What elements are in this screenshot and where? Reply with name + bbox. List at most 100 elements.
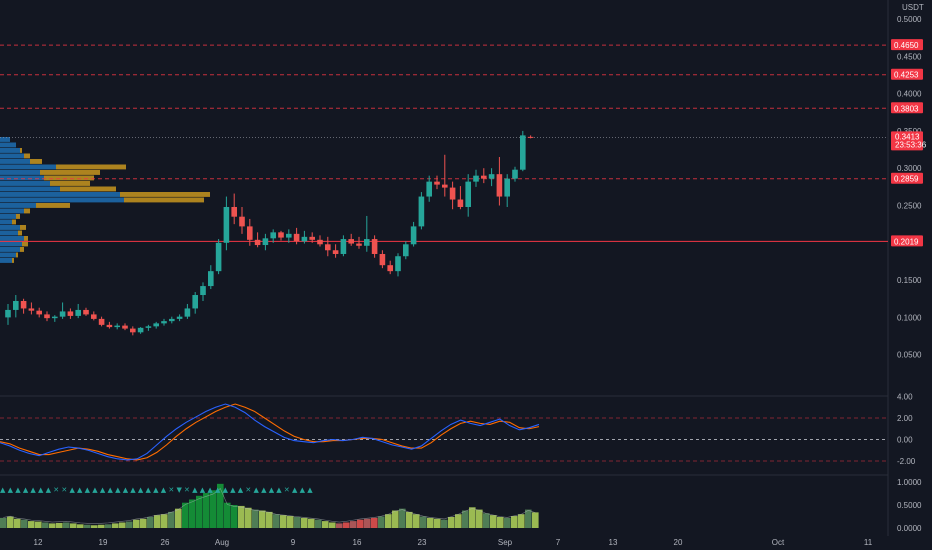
volume-profile-bar-down [16,214,20,219]
volume-profile-bar-up [0,170,40,175]
volume-profile-bar-up [0,203,36,208]
price-level-tag-text: 0.2859 [894,175,919,184]
time-tick-label: 16 [353,538,362,547]
price-tags: 0.4650 0.4253 0.3803 0.2859 0.2019 [891,39,923,247]
oscillator-tick-label: 0.00 [897,436,913,445]
histogram-bar [203,493,210,528]
volume-profile-bar-up [0,247,20,252]
candle-body [215,242,222,272]
time-tick-label: Sep [498,538,513,547]
histogram-bar [483,513,490,528]
price-level-lines[interactable] [0,44,888,242]
histogram-bar [231,505,238,528]
histogram-bar [105,524,112,528]
candle-body [465,181,471,207]
histogram-bar [322,521,329,528]
price-tick-label: 0.1500 [897,276,922,285]
histogram-bar [336,523,343,528]
candle-body [36,310,42,315]
volume-profile-bar-down [24,236,28,241]
candle-body [371,239,378,254]
candle-body [247,226,253,240]
histogram-bar [266,511,273,528]
histogram-bar [371,517,378,528]
histogram-bar [42,522,49,528]
volume-profile-bar-up [0,153,24,159]
time-axis[interactable]: 12 19 26 Aug 9 16 23 Sep 7 13 20 Oct 11 [34,538,873,547]
histogram-tick-label: 1.0000 [897,478,922,487]
volume-profile-bar-down [24,153,30,159]
histogram-bar [259,510,266,528]
price-axis[interactable]: 0.50000.45000.40000.35000.30000.25000.20… [897,15,922,533]
histogram-bar [126,521,133,528]
candle-body [449,187,456,200]
volume-profile-bar-up [0,142,16,148]
price-level-tag [891,235,923,247]
price-level-tag-text: 0.3803 [894,104,919,113]
candle-body [332,250,339,254]
time-tick-label: 7 [556,538,561,547]
histogram-bar [56,522,63,528]
oscillator-tick-label: -2.00 [897,457,916,466]
volume-profile-bar-up [0,252,16,258]
volume-profile-bar-down [30,159,42,164]
oscillator-tick-label: 2.00 [897,414,913,423]
volume-profile-bar-down [50,181,90,186]
price-level-tag [891,102,923,114]
histogram-pane[interactable] [0,483,539,528]
candle-body [270,232,276,239]
candle-body [114,325,120,328]
volume-profile-bar-down [24,208,30,214]
histogram-bar [427,517,434,528]
histogram-bar [392,510,399,528]
histogram-bar [315,519,322,528]
candle-body [457,199,464,207]
price-level-tag-text: 0.4253 [894,71,919,80]
histogram-bar [462,510,469,528]
countdown-label: 23:53:36 [895,140,927,149]
histogram-bar [385,514,392,528]
volume-profile-bar-down [12,219,16,225]
candle-body [356,243,362,246]
histogram-bar [504,517,511,528]
candle-body [91,314,97,319]
volume-profile-bar-down [20,225,26,230]
histogram-bar [364,518,371,528]
candle-body [44,314,50,319]
histogram-bar [511,516,518,528]
volume-profile-bar-down [18,230,22,236]
histogram-bar [112,523,119,528]
candle-body [28,308,35,311]
candlestick-series[interactable] [5,130,534,336]
histogram-bar [161,514,168,528]
candle-body [364,239,370,246]
candle-body [387,265,393,272]
histogram-bar [343,522,350,528]
volume-profile-bar-up [0,208,24,214]
histogram-bar [497,516,504,528]
histogram-bar [21,519,28,528]
histogram-bar [49,523,56,528]
oscillator-pane[interactable] [0,403,888,462]
histogram-bar [147,516,154,528]
volume-profile-bar-up [0,197,124,203]
candle-body [231,206,237,217]
histogram-bar [308,518,315,528]
candle-body [309,236,315,240]
histogram-bar [98,524,105,528]
histogram-bar [196,495,203,528]
histogram-bar [7,516,14,528]
candle-body [504,178,510,197]
histogram-bar [329,522,336,528]
volume-profile-bar-down [20,148,22,153]
candle-body [254,239,261,246]
candle-body [83,309,89,315]
volume-profile [0,137,210,263]
candle-body [208,271,214,287]
candle-body [106,324,113,328]
time-tick-label: 9 [291,538,296,547]
histogram-bar [182,502,189,528]
candle-body [293,233,300,242]
